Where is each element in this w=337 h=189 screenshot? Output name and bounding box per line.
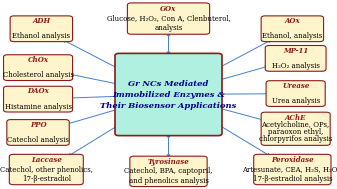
FancyBboxPatch shape (10, 16, 72, 42)
Text: MP-11: MP-11 (283, 47, 308, 55)
Text: Histamine analysis: Histamine analysis (4, 103, 71, 111)
Text: AOx: AOx (284, 17, 300, 25)
FancyBboxPatch shape (261, 16, 324, 42)
Text: Acetylcholine, OPs,: Acetylcholine, OPs, (262, 121, 330, 129)
FancyBboxPatch shape (127, 3, 210, 34)
Text: Artesunate, CEA, H₂S, H₂O₂,: Artesunate, CEA, H₂S, H₂O₂, (242, 166, 337, 174)
Text: ADH: ADH (32, 17, 51, 25)
Text: 17-β-estradiol: 17-β-estradiol (22, 175, 71, 183)
FancyBboxPatch shape (261, 112, 330, 145)
Text: ChOx: ChOx (28, 56, 49, 64)
FancyBboxPatch shape (3, 86, 72, 112)
Text: Cholesterol analysis: Cholesterol analysis (3, 71, 73, 79)
Text: Gr NCs Mediated
Immobilized Enzymes &
Their Biosensor Applications: Gr NCs Mediated Immobilized Enzymes & Th… (100, 80, 237, 109)
Text: Peroxidase: Peroxidase (271, 156, 314, 164)
Text: and phenolics analysis: and phenolics analysis (128, 177, 209, 185)
Text: Laccase: Laccase (31, 156, 62, 164)
Text: 17-β-estradiol analysis: 17-β-estradiol analysis (252, 175, 332, 183)
FancyBboxPatch shape (254, 154, 331, 185)
Text: Catechol analysis: Catechol analysis (7, 136, 69, 144)
Text: Ethanol analysis: Ethanol analysis (12, 33, 70, 40)
FancyBboxPatch shape (115, 53, 222, 136)
Text: PPO: PPO (30, 121, 47, 129)
Text: chlorpyrifos analysis: chlorpyrifos analysis (259, 135, 332, 143)
Text: GOx: GOx (160, 5, 177, 13)
Text: analysis: analysis (154, 24, 183, 32)
Text: Catechol, other phenolics,: Catechol, other phenolics, (0, 166, 93, 174)
Text: Catechol, BPA, captopril,: Catechol, BPA, captopril, (124, 167, 213, 175)
Text: Glucose, H₂O₂, Con A, Clenbuterol,: Glucose, H₂O₂, Con A, Clenbuterol, (106, 15, 231, 22)
FancyBboxPatch shape (9, 154, 83, 185)
Text: Ethanol, analysis: Ethanol, analysis (262, 33, 323, 40)
FancyBboxPatch shape (265, 46, 326, 71)
FancyBboxPatch shape (266, 81, 325, 106)
FancyBboxPatch shape (3, 55, 72, 81)
Text: AChE: AChE (285, 114, 306, 122)
Text: DAOx: DAOx (27, 88, 49, 95)
FancyBboxPatch shape (130, 156, 207, 187)
Text: H₂O₂ analysis: H₂O₂ analysis (272, 62, 319, 70)
Text: paraoxon ethyl,: paraoxon ethyl, (268, 128, 323, 136)
FancyBboxPatch shape (7, 120, 69, 145)
Text: Urea analysis: Urea analysis (272, 97, 320, 105)
Text: Tyrosinase: Tyrosinase (148, 158, 189, 166)
Text: Urease: Urease (282, 82, 309, 90)
